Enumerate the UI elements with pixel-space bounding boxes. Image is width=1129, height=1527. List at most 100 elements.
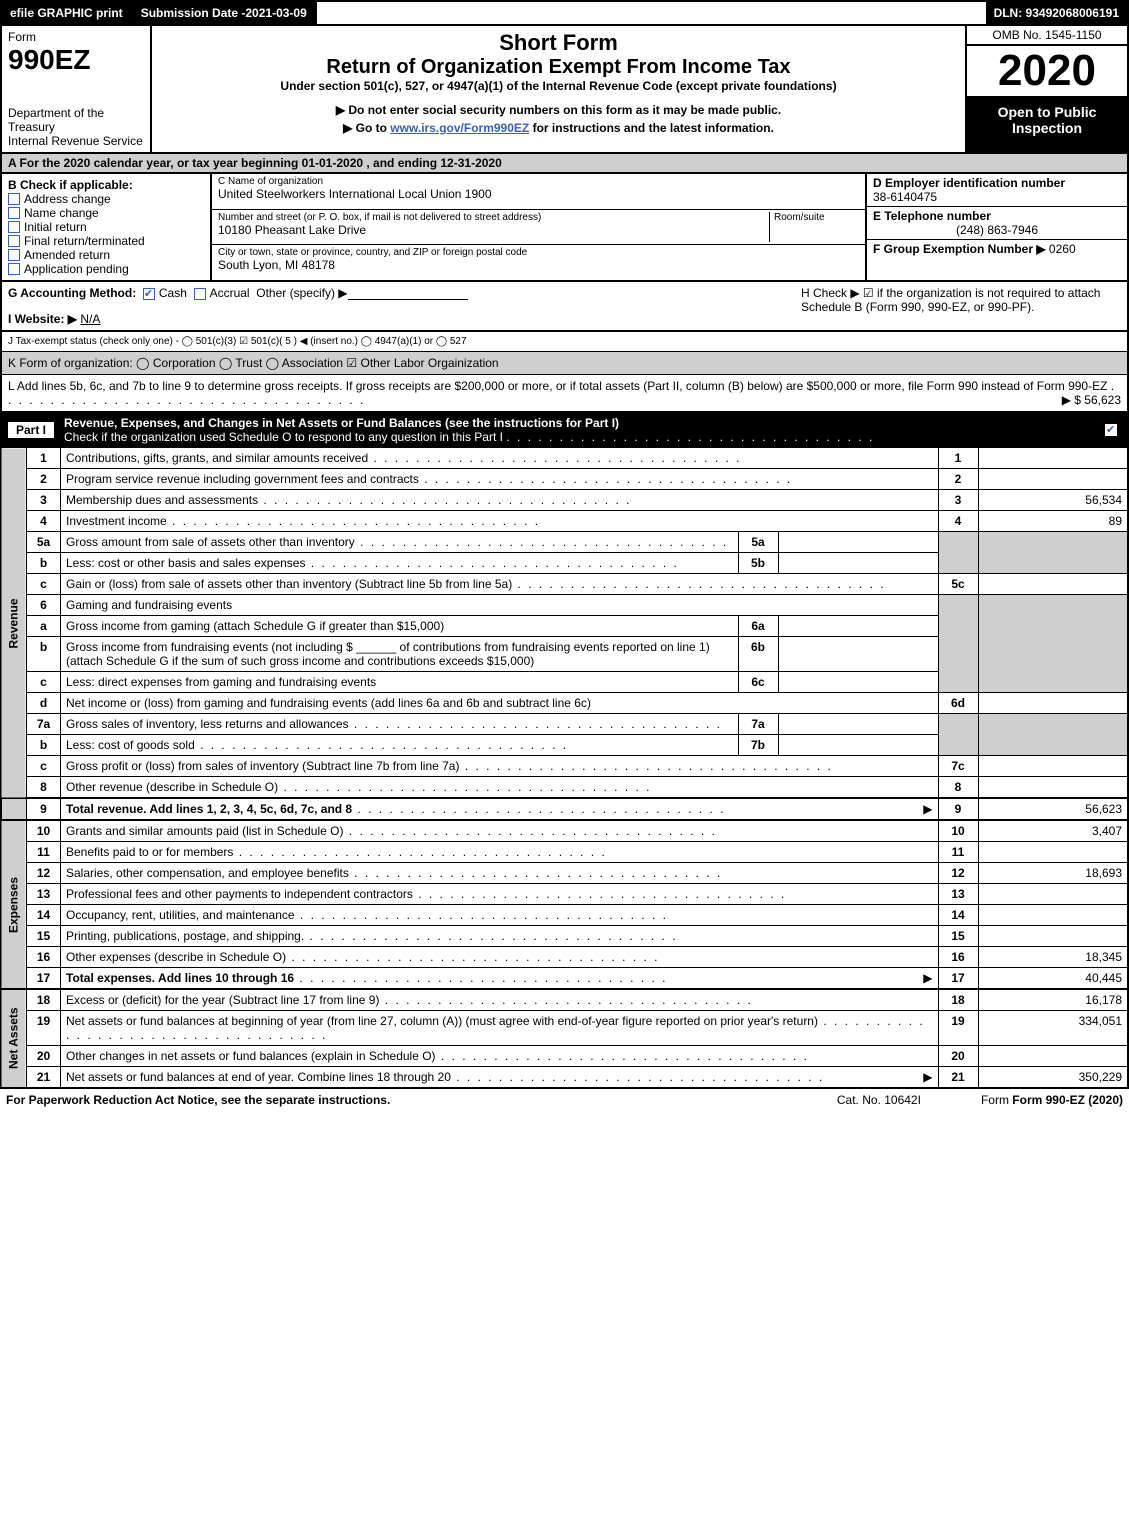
ein-block: D Employer identification number 38-6140… xyxy=(867,174,1127,207)
row-a-tax-year: A For the 2020 calendar year, or tax yea… xyxy=(0,154,1129,174)
line-6-desc: Gaming and fundraising events xyxy=(61,595,939,616)
other-specify-input[interactable] xyxy=(348,286,468,300)
form-number: 990EZ xyxy=(8,44,144,76)
chk-final-return[interactable]: Final return/terminated xyxy=(8,234,204,248)
irs-link[interactable]: www.irs.gov/Form990EZ xyxy=(390,121,529,135)
submission-date-label: Submission Date - xyxy=(141,6,246,20)
line-9-amt: 56,623 xyxy=(978,798,1128,820)
line-12-desc: Salaries, other compensation, and employ… xyxy=(61,863,939,884)
chk-amended-return[interactable]: Amended return xyxy=(8,248,204,262)
line-6a-desc: Gross income from gaming (attach Schedul… xyxy=(61,616,739,637)
form-word: Form xyxy=(8,30,144,44)
arrow-icon: ▶ xyxy=(923,802,932,816)
line-1-amt xyxy=(978,448,1128,469)
line-6d-desc: Net income or (loss) from gaming and fun… xyxy=(61,693,939,714)
chk-initial-return[interactable]: Initial return xyxy=(8,220,204,234)
line-17-amt: 40,445 xyxy=(978,968,1128,990)
arrow-icon: ▶ xyxy=(923,1070,932,1084)
line-8-desc: Other revenue (describe in Schedule O) xyxy=(61,777,939,799)
g-label: G Accounting Method: xyxy=(8,286,136,300)
line-5b-desc: Less: cost or other basis and sales expe… xyxy=(61,553,739,574)
line-19-desc: Net assets or fund balances at beginning… xyxy=(61,1011,939,1046)
line-19-amt: 334,051 xyxy=(978,1011,1128,1046)
row-g: G Accounting Method: Cash Accrual Other … xyxy=(8,286,801,326)
chk-cash[interactable] xyxy=(143,288,155,300)
org-name: United Steelworkers International Local … xyxy=(218,187,859,201)
row-k: K Form of organization: ◯ Corporation ◯ … xyxy=(0,352,1129,375)
chk-name-change[interactable]: Name change xyxy=(8,206,204,220)
info-grid: B Check if applicable: Address change Na… xyxy=(0,174,1129,280)
line-3-desc: Membership dues and assessments xyxy=(61,490,939,511)
title-short-form: Short Form xyxy=(160,30,957,56)
note2-pre: ▶ Go to xyxy=(343,121,390,135)
grp-label: F Group Exemption Number ▶ xyxy=(873,242,1046,256)
line-1-desc: Contributions, gifts, grants, and simila… xyxy=(61,448,939,469)
col-c-org-info: C Name of organization United Steelworke… xyxy=(212,174,867,280)
line-21-desc: Net assets or fund balances at end of ye… xyxy=(61,1067,939,1089)
row-h: H Check ▶ ☑ if the organization is not r… xyxy=(801,286,1121,326)
group-exemption-block: F Group Exemption Number ▶ 0260 xyxy=(867,240,1127,258)
line-7b-desc: Less: cost of goods sold xyxy=(61,735,739,756)
line-16-amt: 18,345 xyxy=(978,947,1128,968)
line-20-desc: Other changes in net assets or fund bala… xyxy=(61,1046,939,1067)
tax-year: 2020 xyxy=(967,46,1127,98)
line-9-desc: Total revenue. Add lines 1, 2, 3, 4, 5c,… xyxy=(61,798,939,820)
line-5a-desc: Gross amount from sale of assets other t… xyxy=(61,532,739,553)
chk-application-pending[interactable]: Application pending xyxy=(8,262,204,276)
side-label-net-assets: Net Assets xyxy=(1,989,27,1088)
department: Department of the Treasury Internal Reve… xyxy=(8,76,144,148)
i-label: I Website: ▶ xyxy=(8,312,77,326)
form-header: Form 990EZ Department of the Treasury In… xyxy=(0,26,1129,154)
col-d-ids: D Employer identification number 38-6140… xyxy=(867,174,1127,280)
note-link: ▶ Go to www.irs.gov/Form990EZ for instru… xyxy=(160,121,957,135)
header-title-block: Short Form Return of Organization Exempt… xyxy=(152,26,967,152)
chk-address-change[interactable]: Address change xyxy=(8,192,204,206)
street: 10180 Pheasant Lake Drive xyxy=(218,223,769,237)
line-1-no: 1 xyxy=(27,448,61,469)
title-return: Return of Organization Exempt From Incom… xyxy=(160,56,957,79)
arrow-icon: ▶ xyxy=(923,971,932,985)
paperwork-notice: For Paperwork Reduction Act Notice, see … xyxy=(6,1093,837,1107)
part1-header: Part I Revenue, Expenses, and Changes in… xyxy=(0,413,1129,447)
side-label-expenses: Expenses xyxy=(1,820,27,989)
line-15-desc: Printing, publications, postage, and shi… xyxy=(61,926,939,947)
efile-print-button[interactable]: efile GRAPHIC print xyxy=(2,2,133,24)
org-name-block: C Name of organization United Steelworke… xyxy=(212,174,865,210)
part1-title: Revenue, Expenses, and Changes in Net As… xyxy=(64,416,619,430)
line-14-desc: Occupancy, rent, utilities, and maintena… xyxy=(61,905,939,926)
tel-label: E Telephone number xyxy=(873,209,1121,223)
note2-post: for instructions and the latest informat… xyxy=(533,121,774,135)
line-7c-desc: Gross profit or (loss) from sales of inv… xyxy=(61,756,939,777)
header-right: OMB No. 1545-1150 2020 Open to Public In… xyxy=(967,26,1127,152)
line-11-desc: Benefits paid to or for members xyxy=(61,842,939,863)
col-b-checkboxes: B Check if applicable: Address change Na… xyxy=(2,174,212,280)
ein-label: D Employer identification number xyxy=(873,176,1121,190)
website-value: N/A xyxy=(80,312,100,326)
row-l-amount: ▶ $ 56,623 xyxy=(1062,393,1121,407)
line-21-amt: 350,229 xyxy=(978,1067,1128,1089)
line-18-amt: 16,178 xyxy=(978,989,1128,1011)
part1-table: Revenue 1 Contributions, gifts, grants, … xyxy=(0,447,1129,1089)
submission-date: Submission Date - 2021-03-09 xyxy=(133,2,317,24)
part1-schedule-o-checkbox[interactable] xyxy=(1105,424,1117,436)
subtitle: Under section 501(c), 527, or 4947(a)(1)… xyxy=(160,79,957,93)
line-4-desc: Investment income xyxy=(61,511,939,532)
line-17-desc: Total expenses. Add lines 10 through 16▶ xyxy=(61,968,939,990)
submission-date-value: 2021-03-09 xyxy=(245,6,306,20)
line-7a-desc: Gross sales of inventory, less returns a… xyxy=(61,714,739,735)
tel: (248) 863-7946 xyxy=(873,223,1121,237)
street-block: Number and street (or P. O. box, if mail… xyxy=(212,210,865,246)
line-10-desc: Grants and similar amounts paid (list in… xyxy=(61,820,939,842)
city-label: City or town, state or province, country… xyxy=(218,247,859,258)
top-bar: efile GRAPHIC print Submission Date - 20… xyxy=(0,0,1129,26)
row-l-text: L Add lines 5b, 6c, and 7b to line 9 to … xyxy=(8,379,1107,393)
line-2-desc: Program service revenue including govern… xyxy=(61,469,939,490)
side-label-revenue: Revenue xyxy=(1,448,27,799)
row-l: L Add lines 5b, 6c, and 7b to line 9 to … xyxy=(0,375,1129,413)
part1-tag: Part I xyxy=(8,422,54,438)
line-10-amt: 3,407 xyxy=(978,820,1128,842)
chk-accrual[interactable] xyxy=(194,288,206,300)
city-block: City or town, state or province, country… xyxy=(212,245,865,280)
line-4-amt: 89 xyxy=(978,511,1128,532)
line-3-amt: 56,534 xyxy=(978,490,1128,511)
